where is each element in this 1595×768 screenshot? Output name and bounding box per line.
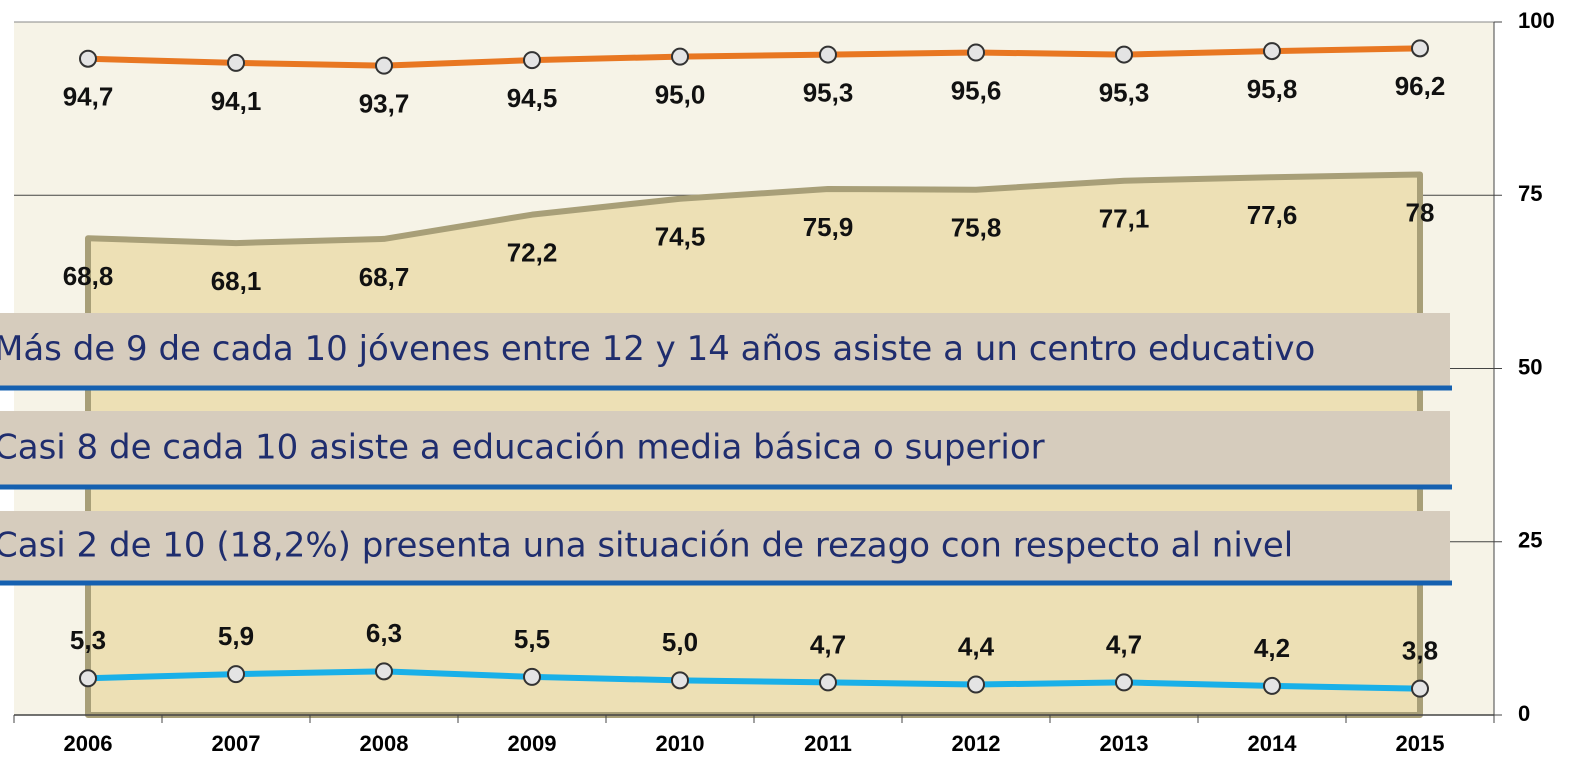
y-tick-label: 25 — [1518, 528, 1542, 553]
x-tick-label: 2007 — [212, 731, 261, 756]
annotation-box — [0, 313, 1450, 388]
data-label: 68,7 — [359, 262, 410, 292]
data-label: 68,1 — [211, 266, 262, 296]
x-tick-label: 2010 — [656, 731, 705, 756]
line — [87, 45, 1421, 69]
y-tick-label: 50 — [1518, 354, 1542, 379]
data-label: 95,3 — [1099, 77, 1150, 107]
marker — [1115, 673, 1133, 692]
annotation: Casi 8 de cada 10 asiste a educación med… — [0, 428, 1045, 468]
marker — [819, 673, 837, 692]
marker — [79, 49, 97, 68]
data-label: 95,8 — [1247, 74, 1298, 104]
annotation-box — [0, 411, 1450, 487]
x-tick-label: 2008 — [360, 731, 409, 756]
x-tick-label: 2014 — [1248, 731, 1298, 756]
data-label: 74,5 — [655, 222, 706, 252]
data-label: 94,1 — [211, 86, 262, 116]
data-label: 75,8 — [951, 213, 1002, 243]
data-label: 3,8 — [1402, 636, 1438, 666]
y-tick-label: 0 — [1518, 701, 1530, 726]
data-label: 4,7 — [1106, 629, 1142, 659]
data-label: 95,6 — [951, 75, 1002, 105]
data-label: 77,6 — [1247, 200, 1298, 230]
data-label: 95,0 — [655, 80, 706, 110]
x-tick-label: 2009 — [508, 731, 557, 756]
data-label: 78 — [1406, 197, 1435, 227]
marker — [375, 662, 393, 681]
marker — [1411, 39, 1429, 58]
data-label: 5,5 — [514, 624, 550, 654]
data-label: 72,2 — [507, 238, 558, 268]
marker — [1115, 45, 1133, 64]
data-label: 5,3 — [70, 625, 106, 655]
marker — [819, 45, 837, 64]
marker — [79, 669, 97, 688]
marker — [967, 43, 985, 62]
marker — [227, 665, 245, 684]
x-tick-label: 2015 — [1396, 731, 1445, 756]
annotation-box — [0, 511, 1450, 583]
y-tick-label: 75 — [1518, 181, 1542, 206]
x-tick-label: 2012 — [952, 731, 1001, 756]
x-tick-label: 2013 — [1100, 731, 1149, 756]
marker — [1263, 42, 1281, 61]
data-label: 4,4 — [958, 631, 995, 661]
x-tick-label: 2011 — [804, 731, 852, 756]
marker — [523, 667, 541, 686]
marker — [671, 47, 689, 66]
y-tick-label: 100 — [1518, 8, 1555, 33]
data-label: 94,5 — [507, 83, 558, 113]
data-label: 77,1 — [1099, 204, 1150, 234]
data-label: 95,3 — [803, 77, 854, 107]
data-label: 75,9 — [803, 212, 854, 242]
data-label: 68,8 — [63, 261, 114, 291]
marker — [1263, 676, 1281, 695]
data-label: 4,7 — [810, 629, 846, 659]
marker — [523, 51, 541, 70]
data-label: 94,7 — [63, 82, 114, 112]
marker — [671, 671, 689, 690]
marker — [375, 56, 393, 75]
data-label: 96,2 — [1395, 71, 1446, 101]
line — [87, 668, 1421, 692]
data-label: 93,7 — [359, 89, 410, 119]
annotation: Más de 9 de cada 10 jóvenes entre 12 y 1… — [0, 329, 1315, 369]
marker — [1411, 679, 1429, 698]
marker — [227, 53, 245, 72]
data-label: 5,0 — [662, 627, 698, 657]
x-tick-label: 2006 — [64, 731, 113, 756]
data-label: 6,3 — [366, 618, 402, 648]
data-label: 5,9 — [218, 621, 254, 651]
data-label: 4,2 — [1254, 633, 1290, 663]
annotation: Casi 2 de 10 (18,2%) presenta una situac… — [0, 526, 1293, 566]
marker — [967, 675, 985, 694]
